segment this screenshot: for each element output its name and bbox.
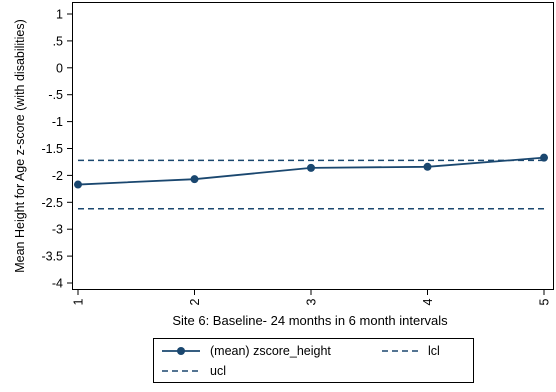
y-tick-label: -3.5 bbox=[41, 250, 63, 264]
legend: (mean) zscore_height lcl ucl bbox=[153, 338, 474, 383]
y-tick-label: -1.5 bbox=[41, 142, 63, 156]
y-tick-label: -1 bbox=[52, 115, 63, 129]
y-tick-label: -3 bbox=[52, 223, 63, 237]
x-tick-label: 2 bbox=[188, 298, 202, 305]
legend-label-ucl: ucl bbox=[210, 364, 226, 378]
y-axis: 1 .5 0 -.5 -1 -1.5 -2 -2.5 -3 -3.5 -4 bbox=[41, 8, 73, 291]
legend-label-lcl: lcl bbox=[428, 344, 440, 358]
legend-box bbox=[153, 338, 474, 383]
x-tick-label: 1 bbox=[72, 298, 86, 305]
data-point bbox=[423, 162, 432, 171]
legend-label-mean: (mean) zscore_height bbox=[210, 344, 331, 358]
x-tick-label: 3 bbox=[305, 298, 319, 305]
x-axis-label: Site 6: Baseline- 24 months in 6 month i… bbox=[172, 313, 448, 328]
x-tick-label: 5 bbox=[538, 298, 552, 305]
y-tick-label: -4 bbox=[52, 277, 63, 291]
y-tick-label: .5 bbox=[53, 34, 63, 48]
legend-marker-mean bbox=[177, 347, 185, 355]
series-layer bbox=[74, 153, 548, 210]
data-point bbox=[307, 163, 315, 172]
y-tick-label: -2.5 bbox=[41, 196, 63, 210]
y-axis-label: Mean Height for Age z-score (with disabi… bbox=[13, 19, 27, 273]
plot-frame bbox=[72, 2, 554, 290]
y-tick-label: -2 bbox=[52, 169, 63, 183]
x-tick-label: 4 bbox=[421, 298, 435, 305]
y-tick-label: 0 bbox=[56, 61, 63, 75]
data-point bbox=[74, 180, 82, 189]
data-point bbox=[190, 175, 199, 184]
x-axis: 1 2 3 4 5 bbox=[72, 289, 552, 305]
y-tick-label: -.5 bbox=[48, 88, 63, 102]
y-tick-label: 1 bbox=[56, 8, 63, 22]
